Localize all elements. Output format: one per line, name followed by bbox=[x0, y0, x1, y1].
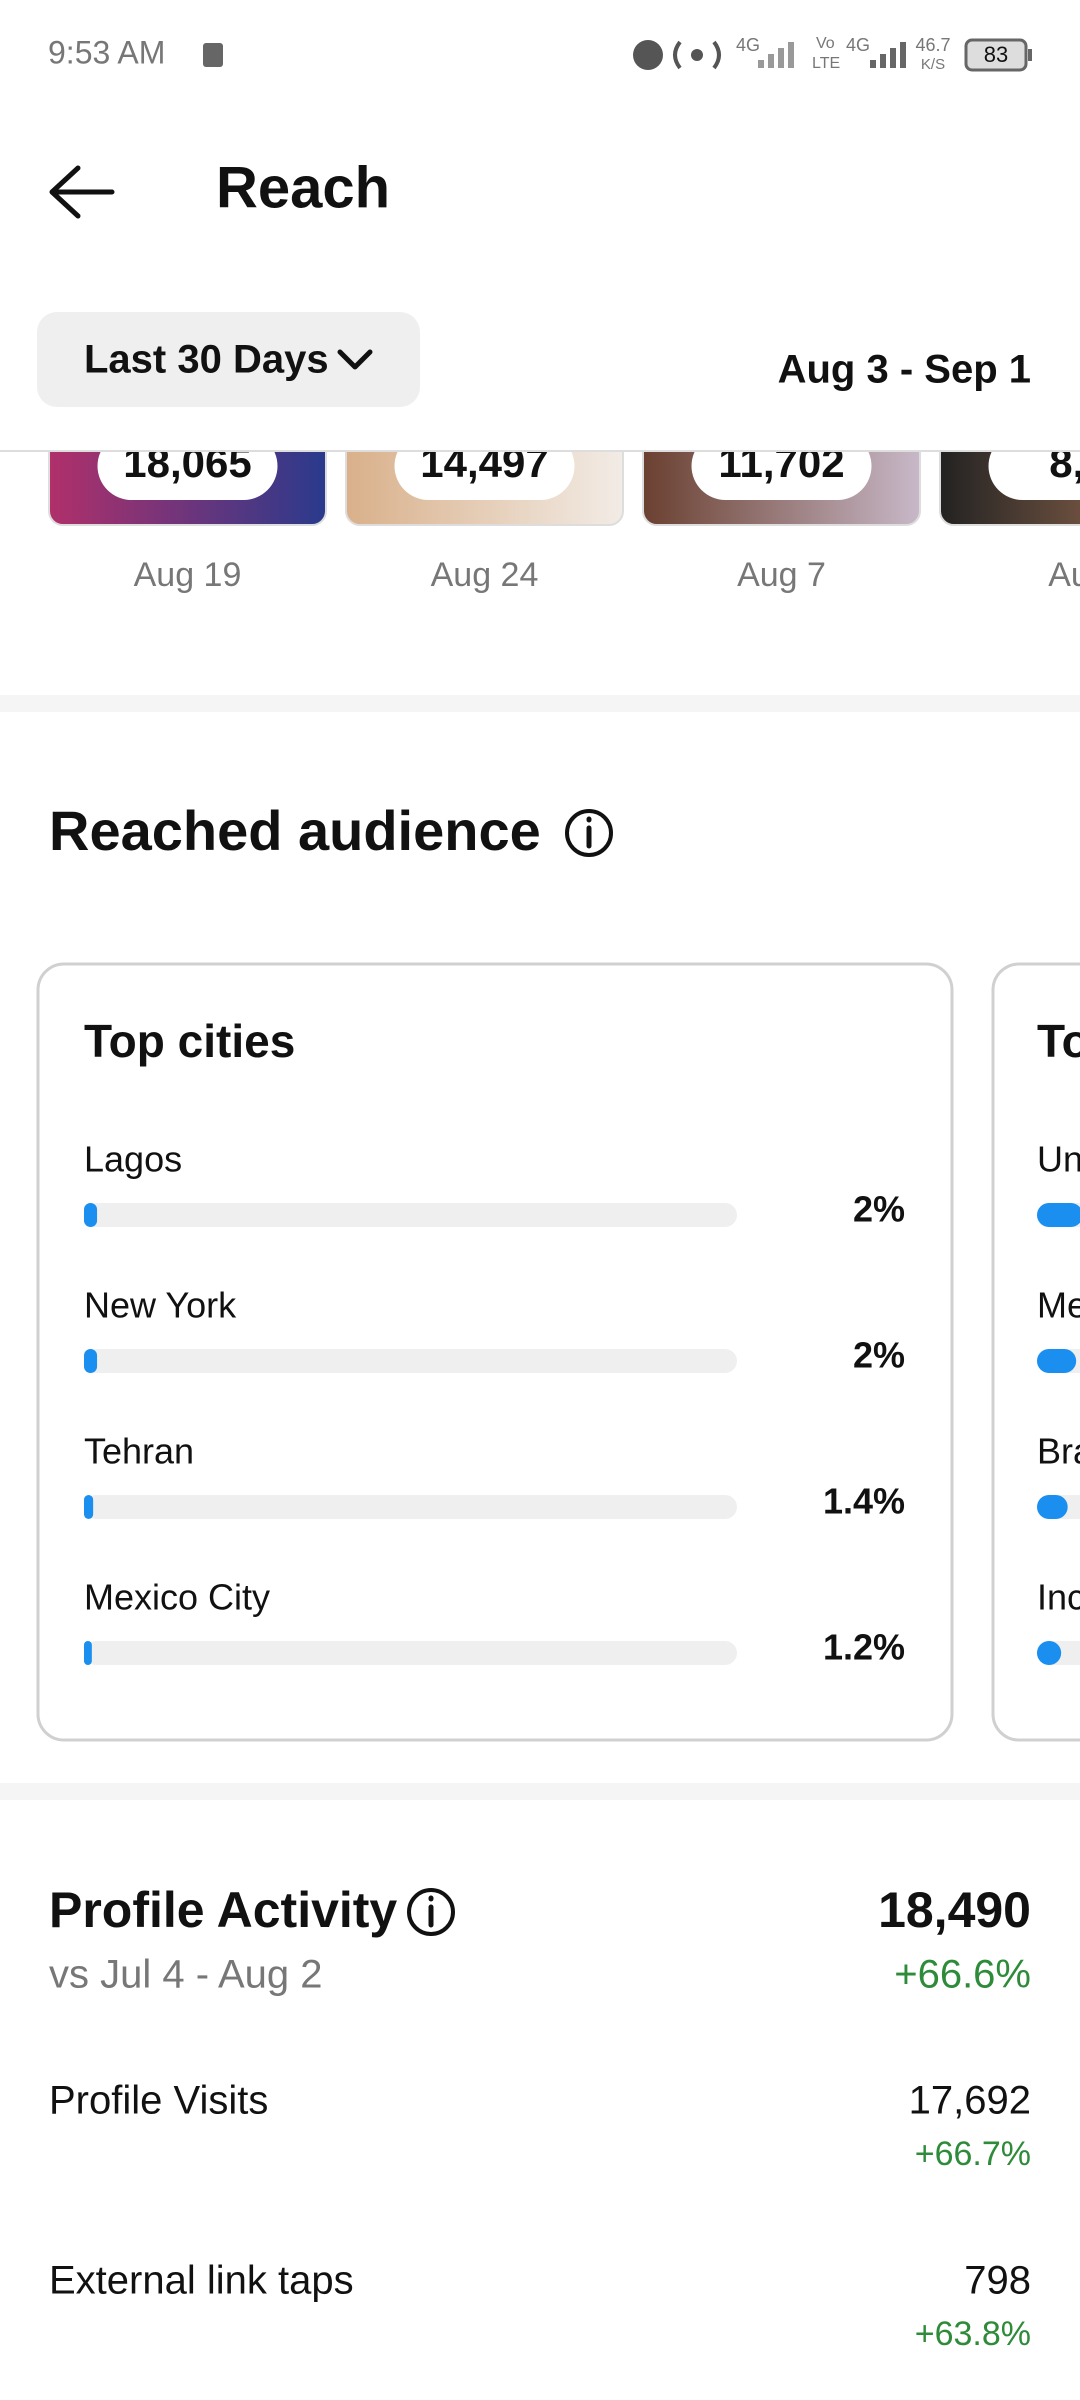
metric-value: 798 bbox=[964, 2259, 1031, 2303]
metric-name: Profile Visits bbox=[49, 2079, 268, 2123]
section-separator bbox=[0, 695, 1080, 712]
bar-track bbox=[84, 1641, 737, 1665]
city-name: Lagos bbox=[84, 1139, 182, 1180]
reach-pill bbox=[691, 452, 872, 500]
city-percent: 2% bbox=[853, 1335, 905, 1376]
country-name: Bra bbox=[1037, 1431, 1080, 1472]
status-time: 9:53 AM bbox=[48, 34, 165, 70]
bar bbox=[1037, 1495, 1068, 1519]
metric-value: 17,692 bbox=[909, 2079, 1031, 2123]
info-circle bbox=[407, 1888, 455, 1936]
back-button[interactable] bbox=[49, 165, 115, 219]
signal-icon bbox=[870, 42, 906, 68]
post-reach: 11,702 bbox=[718, 439, 844, 486]
post-reach: 14,497 bbox=[420, 439, 548, 486]
network-label: 4G bbox=[846, 35, 870, 55]
metric-name: External link taps bbox=[49, 2259, 354, 2303]
section-title: Profile Activity bbox=[49, 1882, 397, 1938]
bar bbox=[1037, 1641, 1062, 1665]
city-percent: 1.2% bbox=[823, 1627, 905, 1668]
second-card bbox=[991, 962, 1080, 1742]
bar bbox=[1037, 1203, 1080, 1227]
city-name: New York bbox=[84, 1285, 237, 1326]
country-name: Me bbox=[1037, 1285, 1080, 1326]
bar-track bbox=[84, 1349, 737, 1373]
signal-icon bbox=[758, 42, 794, 68]
network-label: 4G bbox=[736, 35, 760, 55]
alarm-icon bbox=[633, 40, 663, 70]
reach-pill bbox=[394, 452, 575, 500]
post-date: Aug bbox=[1048, 556, 1080, 594]
status-icon bbox=[203, 43, 223, 67]
bar-track bbox=[84, 1203, 737, 1227]
info-circle bbox=[565, 809, 613, 857]
post-reach: 8,7 bbox=[1049, 439, 1080, 486]
dropdown-bg bbox=[37, 312, 420, 407]
hotspot-icon bbox=[691, 49, 703, 61]
chevron bbox=[337, 349, 373, 370]
metric-change: +63.8% bbox=[915, 2315, 1031, 2353]
card-title: To bbox=[1037, 1015, 1080, 1067]
post-date: Aug 24 bbox=[431, 556, 539, 594]
reach-pill bbox=[97, 452, 278, 500]
battery-icon bbox=[964, 38, 1028, 72]
reach-pill bbox=[988, 452, 1080, 500]
country-name: Inc bbox=[1037, 1577, 1080, 1618]
page-title: Reach bbox=[216, 155, 390, 220]
info-button[interactable] bbox=[565, 809, 613, 857]
country-name: Un bbox=[1037, 1139, 1080, 1180]
bar-track bbox=[84, 1495, 737, 1519]
bar bbox=[84, 1349, 98, 1373]
section-title: Reached audience bbox=[49, 799, 541, 862]
city-name: Tehran bbox=[84, 1431, 194, 1472]
metric-change: +66.7% bbox=[915, 2135, 1031, 2173]
bar bbox=[84, 1641, 92, 1665]
bar bbox=[84, 1203, 98, 1227]
lte-label: LTE bbox=[812, 55, 840, 72]
speed-unit: K/S bbox=[921, 56, 945, 73]
comparison-period: vs Jul 4 - Aug 2 bbox=[49, 1953, 322, 1997]
city-percent: 1.4% bbox=[823, 1481, 905, 1522]
city-name: Mexico City bbox=[84, 1577, 270, 1618]
info-button[interactable] bbox=[407, 1888, 455, 1936]
date-range: Aug 3 - Sep 1 bbox=[778, 348, 1031, 392]
battery-level: 83 bbox=[984, 42, 1008, 67]
post-reach: 18,065 bbox=[123, 439, 251, 486]
total-value: 18,490 bbox=[878, 1882, 1031, 1938]
post-date: Aug 7 bbox=[737, 556, 826, 594]
battery-tip bbox=[1028, 49, 1032, 61]
bar bbox=[84, 1495, 94, 1519]
post-date: Aug 19 bbox=[134, 556, 242, 594]
section-separator bbox=[0, 1783, 1080, 1800]
hotspot-waves bbox=[673, 40, 721, 70]
volte-label: Vo bbox=[816, 35, 835, 52]
speed-value: 46.7 bbox=[915, 35, 950, 55]
total-change: +66.6% bbox=[894, 1953, 1031, 1997]
city-percent: 2% bbox=[853, 1189, 905, 1230]
period-label: Last 30 Days bbox=[84, 338, 329, 382]
period-dropdown[interactable]: Last 30 Days bbox=[37, 312, 420, 407]
card-title: Top cities bbox=[84, 1015, 295, 1067]
bar bbox=[1037, 1349, 1077, 1373]
